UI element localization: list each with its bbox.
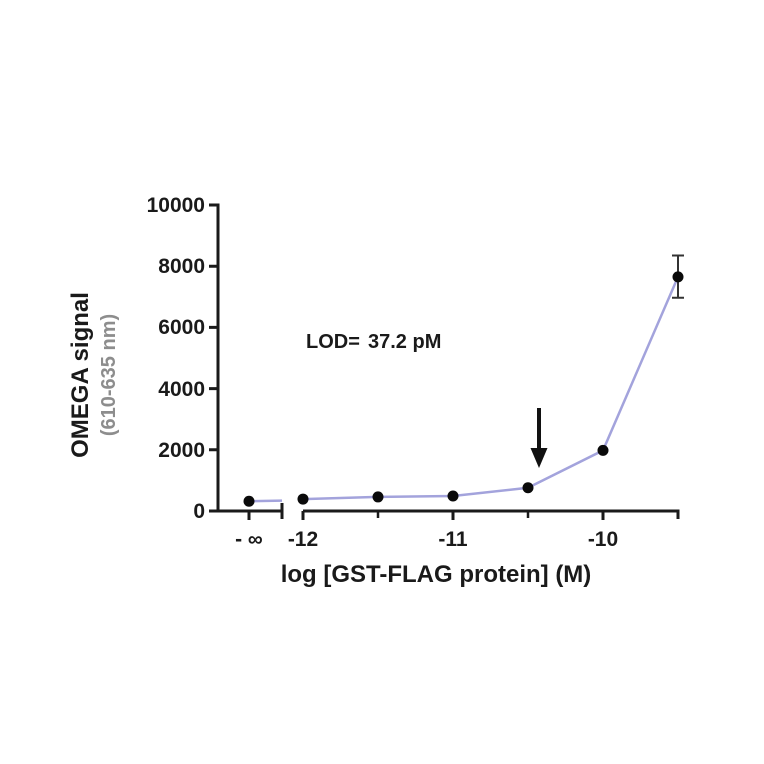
series-line-prebreak bbox=[248, 499, 283, 503]
x-tick-neg10: -10 bbox=[588, 528, 618, 551]
data-point bbox=[672, 271, 684, 283]
x-axis-minor-ticks bbox=[376, 511, 530, 518]
x-tick-neg11: -11 bbox=[438, 528, 468, 551]
y-axis-subtitle: (610-635 nm) bbox=[98, 314, 120, 436]
y-axis-ticks bbox=[209, 264, 218, 513]
x-axis-segment-2 bbox=[303, 509, 680, 519]
y-tick-labels: 10000 8000 6000 4000 2000 0 bbox=[147, 194, 205, 523]
data-point bbox=[243, 495, 255, 507]
down-arrow-icon bbox=[530, 408, 548, 468]
y-tick-6000: 6000 bbox=[158, 316, 205, 339]
lod-label: LOD= bbox=[306, 331, 360, 353]
data-point bbox=[372, 491, 384, 503]
lod-value: 37.2 pM bbox=[368, 331, 441, 353]
series-layer bbox=[243, 254, 684, 507]
x-tick-labels: - ∞ -12 -11 -10 bbox=[235, 528, 618, 551]
data-point bbox=[297, 493, 309, 505]
y-tick-8000: 8000 bbox=[158, 255, 205, 278]
series-line bbox=[302, 276, 680, 501]
y-axis-line bbox=[209, 203, 220, 511]
x-tick-neg-infinity: - ∞ bbox=[235, 528, 263, 551]
y-tick-2000: 2000 bbox=[158, 439, 205, 462]
axes bbox=[209, 203, 680, 520]
data-point bbox=[522, 482, 534, 494]
x-axis-major-ticks bbox=[301, 511, 605, 520]
y-tick-4000: 4000 bbox=[158, 378, 205, 401]
x-tick-neg12: -12 bbox=[288, 528, 318, 551]
data-point bbox=[597, 444, 609, 456]
y-tick-0: 0 bbox=[193, 500, 205, 523]
y-tick-10000: 10000 bbox=[147, 194, 205, 217]
x-axis-title: log [GST-FLAG protein] (M) bbox=[281, 561, 592, 588]
data-point bbox=[447, 490, 459, 502]
y-axis-title: OMEGA signal bbox=[67, 292, 94, 458]
